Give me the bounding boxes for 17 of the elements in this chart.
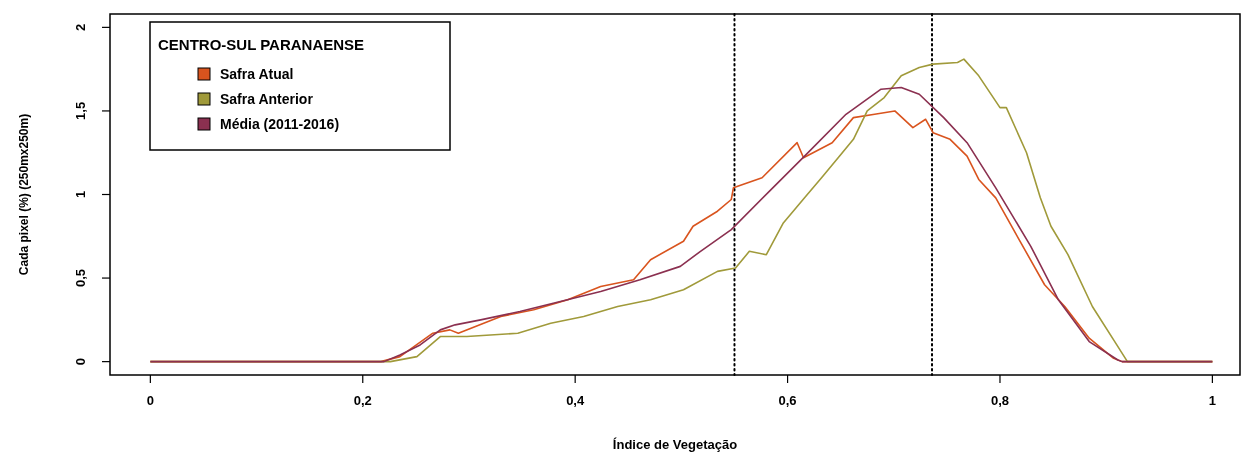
x-axis-title: Índice de Vegetação: [612, 437, 738, 452]
x-tick-label: 0,6: [778, 393, 797, 408]
x-tick-label: 1: [1208, 393, 1216, 408]
x-tick-label: 0,2: [353, 393, 372, 408]
x-tick-label: 0,8: [990, 393, 1010, 408]
y-tick-label: 1,5: [72, 101, 88, 120]
y-tick-label: 2: [72, 23, 88, 31]
x-tick-label: 0,4: [566, 393, 585, 408]
x-tick-label: 0: [146, 393, 154, 408]
legend-label: Média (2011-2016): [220, 116, 340, 132]
legend-title: CENTRO-SUL PARANAENSE: [158, 36, 365, 53]
y-tick-label: 0: [72, 358, 88, 366]
legend-label: Safra Anterior: [220, 91, 314, 107]
y-axis-title: Cada pixel (%) (250mx250m): [17, 113, 31, 276]
y-tick-label: 0,5: [72, 269, 88, 288]
y-tick-label: 1: [72, 190, 88, 199]
legend-label: Safra Atual: [220, 66, 294, 82]
